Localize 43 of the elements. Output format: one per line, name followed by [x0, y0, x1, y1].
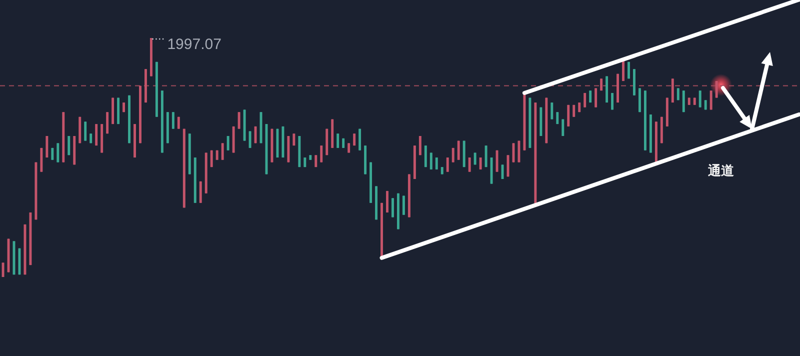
candlestick [238, 112, 240, 130]
annotation: 通道 [707, 163, 735, 179]
candlestick [715, 80, 718, 98]
candlestick [584, 92, 586, 108]
candlestick [562, 118, 564, 136]
candlestick [221, 142, 224, 160]
candlestick [84, 121, 87, 142]
candlestick [56, 142, 60, 163]
candlestick [358, 128, 362, 151]
candlestick [479, 157, 482, 170]
candlestick [468, 157, 471, 172]
candlestick [671, 78, 674, 104]
candlestick [698, 90, 702, 108]
candlestick [594, 88, 598, 108]
candlestick [95, 124, 98, 146]
candlestick [199, 180, 202, 204]
candlestick [710, 90, 712, 110]
candlestick [550, 102, 554, 120]
candlestick [2, 262, 4, 278]
candlestick [40, 147, 43, 172]
candlestick [567, 104, 570, 127]
candlestick [336, 133, 340, 148]
candlestick [512, 142, 515, 163]
candlestick [457, 140, 460, 160]
candlestick [320, 145, 323, 163]
candlestick [484, 145, 488, 168]
candlestick [682, 90, 685, 113]
candlestick [172, 112, 174, 130]
candlestick [638, 88, 641, 113]
candlestick [435, 157, 438, 170]
candlestick [496, 150, 498, 172]
candlestick [452, 147, 454, 163]
candlestick [248, 130, 252, 148]
annotation: 1997.07 [167, 36, 222, 53]
candlestick [106, 112, 109, 134]
candlestick [391, 198, 394, 218]
candlestick [402, 195, 405, 216]
candlestick [226, 135, 230, 151]
candlestick [386, 190, 388, 213]
candlestick [424, 145, 427, 168]
candlestick [518, 140, 520, 163]
candlestick [446, 157, 449, 172]
candlestick [430, 152, 432, 170]
